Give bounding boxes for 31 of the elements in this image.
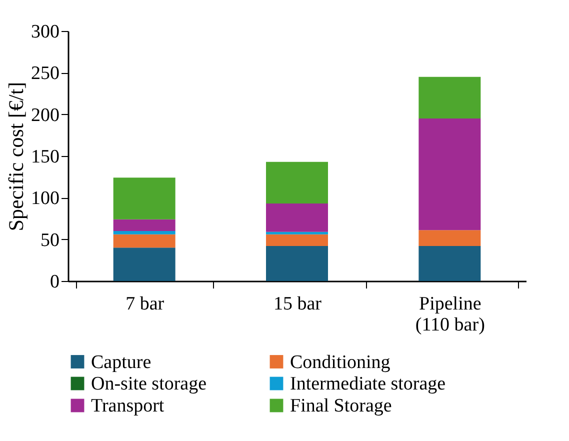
- y-tick-label: 0: [50, 272, 60, 292]
- bar: [113, 248, 176, 281]
- bar: [266, 204, 328, 232]
- bar: [418, 246, 481, 281]
- bar: [418, 230, 481, 246]
- x-tick-label: Pipeline (110 bar): [415, 294, 485, 336]
- legend-label: Conditioning: [290, 352, 391, 373]
- bar: [113, 178, 176, 220]
- legend-label: On-site storage: [91, 374, 207, 394]
- y-tick-label: 300: [31, 22, 60, 42]
- bar: [418, 118, 481, 230]
- bar: [113, 231, 176, 234]
- bar: [266, 232, 328, 234]
- legend-label: Transport: [91, 396, 165, 416]
- bar: [418, 76, 481, 118]
- y-tick-label: 100: [31, 188, 60, 210]
- y-tick-label: 250: [31, 63, 60, 84]
- bar: [266, 162, 328, 204]
- legend-label: Intermediate storage: [290, 374, 446, 394]
- y-tick-label: 50: [40, 230, 60, 251]
- bar: [266, 234, 328, 246]
- y-tick-label: 200: [31, 104, 60, 126]
- x-tick-label: 7 bar: [126, 294, 165, 314]
- legend-label: Capture: [91, 352, 152, 373]
- bar: [266, 246, 328, 281]
- y-axis-title: Specific cost [€/t]: [4, 82, 28, 232]
- bar: [113, 234, 176, 248]
- x-tick-label: 15 bar: [273, 294, 322, 314]
- bar: [113, 219, 176, 231]
- legend-label: Final Storage: [290, 396, 392, 416]
- y-tick-label: 150: [31, 146, 60, 168]
